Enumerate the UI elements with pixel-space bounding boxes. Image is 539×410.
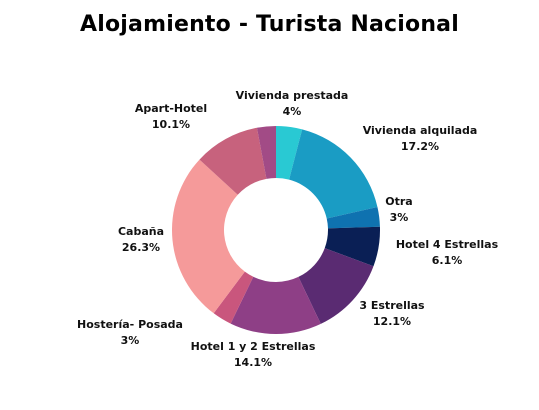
donut-slice-vivienda-alquilada [289, 129, 378, 219]
slice-label: Hostería- Posada [77, 318, 183, 331]
slice-value-label: 10.1% [152, 118, 190, 131]
slice-value-label: 3% [390, 211, 409, 224]
donut-slice-hotel-1-y-2-estrellas [230, 276, 321, 335]
slice-value-label: 12.1% [373, 315, 411, 328]
slice-label: Vivienda prestada [236, 89, 349, 102]
slices-layer [172, 126, 380, 335]
donut-slice-vivienda-prestada [276, 126, 303, 180]
slice-label: Cabaña [118, 225, 164, 238]
slice-label: Hotel 1 y 2 Estrellas [191, 340, 316, 353]
slice-label: Apart-Hotel [135, 102, 207, 115]
slice-value-label: 17.2% [401, 140, 439, 153]
slice-value-label: 3% [121, 334, 140, 347]
donut-slice-otra [326, 207, 380, 229]
slice-value-label: 26.3% [122, 241, 160, 254]
slice-value-label: 14.1% [234, 356, 272, 369]
donut-slice-unlabeled [256, 126, 276, 179]
slice-label: Vivienda alquilada [363, 124, 478, 137]
chart-title: Alojamiento - Turista Nacional [80, 12, 459, 37]
donut-slice-hotel-4-estrellas [324, 226, 380, 267]
slice-value-label: 4% [283, 105, 302, 118]
labels-layer: Vivienda prestada 4% Vivienda alquilada 17.… [77, 89, 499, 369]
donut-slice-3-estrellas [298, 248, 374, 324]
slice-value-label: 6.1% [432, 254, 463, 267]
slice-label: 3 Estrellas [359, 299, 425, 312]
donut-slice-hoster-a-posada [213, 271, 254, 324]
donut-slice-apart-hotel [199, 127, 267, 195]
donut-slice-caba-a [172, 159, 245, 314]
slice-label: Hotel 4 Estrellas [396, 238, 499, 251]
slice-label: Otra [385, 195, 412, 208]
